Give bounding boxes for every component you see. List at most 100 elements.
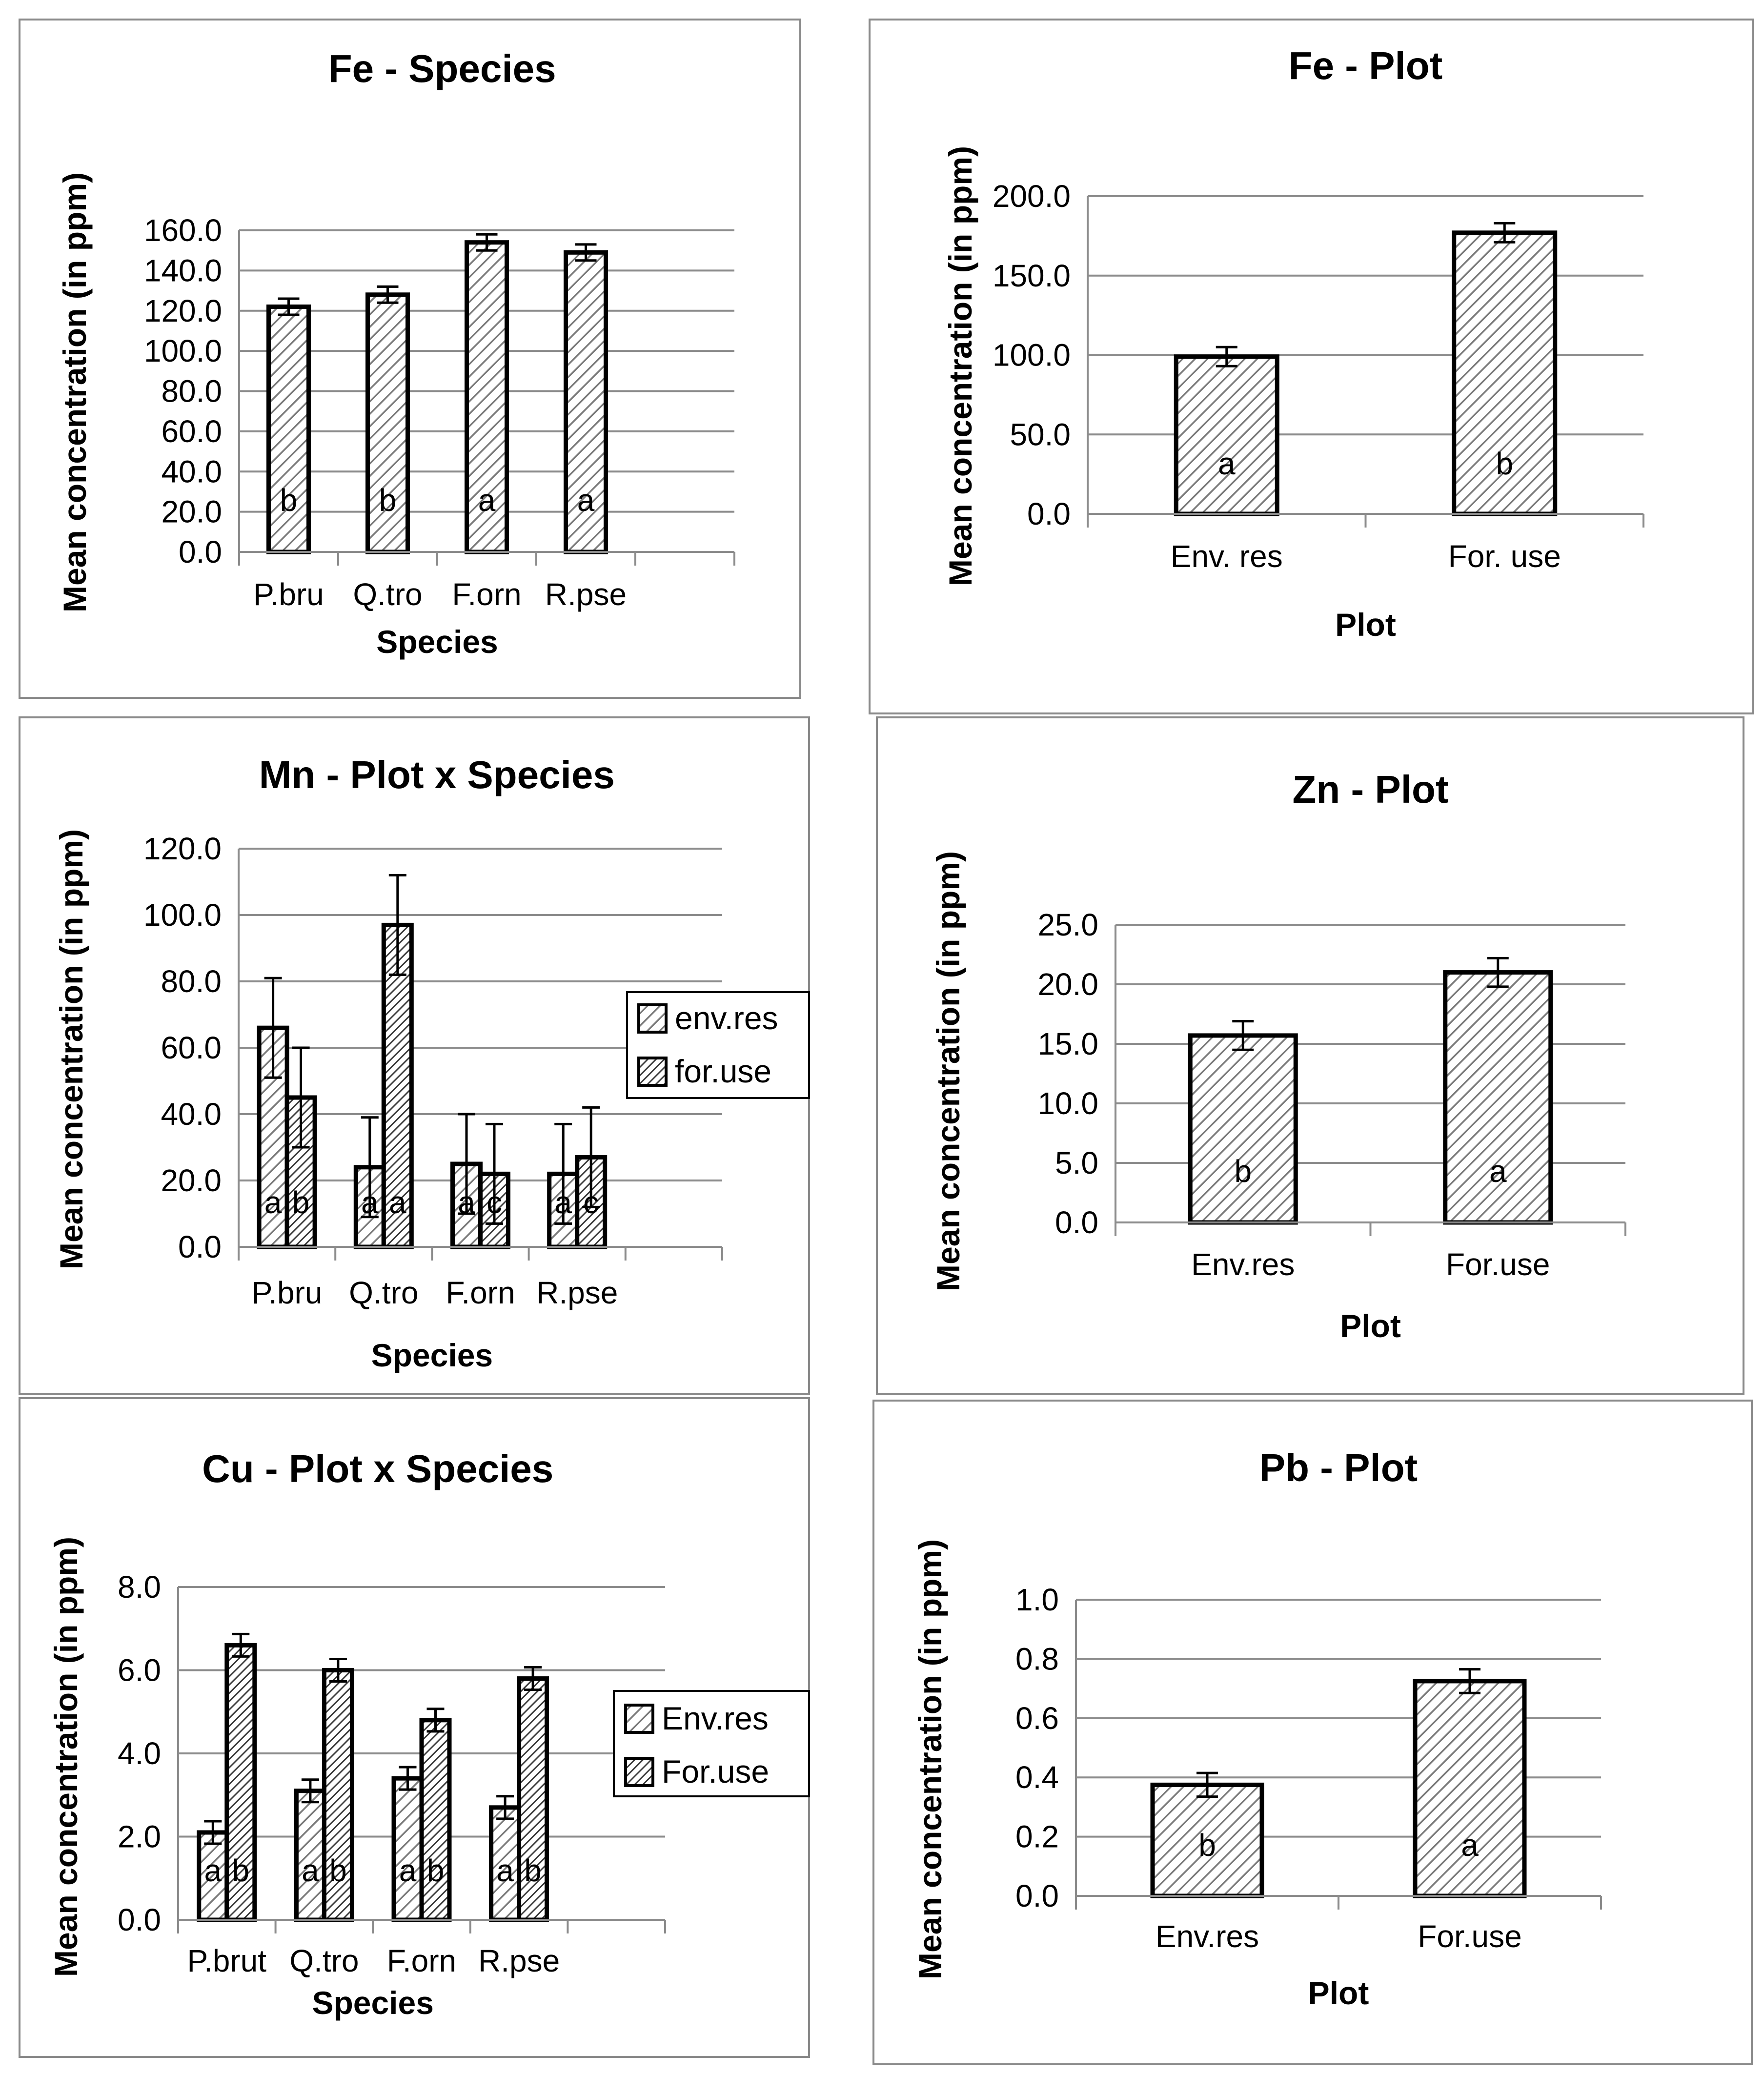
y-tick-label: 100.0: [143, 897, 222, 933]
y-axis-label: Mean concentration (in ppm): [942, 146, 978, 586]
y-tick-label: 5.0: [1055, 1145, 1098, 1180]
y-tick-label: 0.0: [179, 534, 222, 570]
significance-letter: a: [496, 1853, 514, 1888]
significance-letter: a: [204, 1853, 222, 1888]
y-tick-label: 160.0: [144, 213, 222, 248]
significance-letter: b: [280, 483, 298, 518]
x-tick-label: F.orn: [387, 1943, 456, 1978]
significance-letter: c: [583, 1185, 599, 1220]
y-tick-label: 0.0: [1015, 1878, 1059, 1913]
bar-mean-Q.tro: [365, 292, 410, 554]
chart-cu-plot-species: Cu - Plot x Species 0.0 2.0 4.0 6.0 8.0 P.brut…: [19, 1397, 810, 2058]
x-tick-label: Env.res: [1191, 1247, 1295, 1282]
y-axis-label: Mean concentration (in ppm): [48, 1537, 84, 1977]
bar-mean-Env.res: [1188, 1033, 1298, 1225]
bar-mean-Env. res: [1174, 354, 1279, 516]
y-tick-label: 60.0: [161, 414, 222, 449]
y-axis-label: Mean concentration (in ppm): [912, 1539, 948, 1979]
y-tick-label: 0.0: [118, 1902, 161, 1937]
significance-letter: b: [524, 1853, 542, 1888]
chart-panel-frame: [869, 19, 1754, 714]
significance-letter: a: [554, 1185, 572, 1220]
x-tick-label: R.pse: [536, 1275, 618, 1310]
chart-title: Zn - Plot: [1293, 768, 1449, 811]
legend-swatch: [624, 1757, 654, 1787]
chart-mn-plot-species: Mn - Plot x Species 0.0 20.0 40.0 60.0 80.0 10…: [19, 716, 810, 1395]
x-tick-label: P.bru: [253, 577, 324, 612]
bar-For.use-F.orn: [419, 1718, 452, 1922]
y-tick-label: 1.0: [1015, 1582, 1059, 1617]
y-tick-label: 0.8: [1015, 1641, 1059, 1676]
bar-mean-For.use: [1443, 970, 1553, 1225]
x-axis-label: Plot: [1335, 607, 1396, 643]
x-tick-label: P.brut: [187, 1943, 267, 1978]
bar-Env.res-F.orn: [391, 1776, 424, 1922]
y-tick-label: 20.0: [161, 1163, 222, 1198]
significance-letter: a: [1461, 1828, 1479, 1863]
significance-letter: b: [1496, 446, 1513, 481]
y-tick-label: 40.0: [161, 454, 222, 489]
y-tick-label: 140.0: [144, 253, 222, 288]
significance-letter: b: [1234, 1154, 1252, 1189]
significance-letter: a: [458, 1185, 475, 1220]
chart-panel-frame: [872, 1400, 1753, 2065]
chart-pb-plot: Pb - Plot 0.0 0.2 0.4 0.6 0.8 1.0 Env.res For.us…: [872, 1400, 1753, 2065]
y-tick-label: 8.0: [118, 1569, 161, 1605]
chart-title: Cu - Plot x Species: [202, 1447, 553, 1490]
significance-letter: a: [1218, 446, 1236, 481]
significance-letter: b: [379, 483, 397, 518]
y-tick-label: 10.0: [1037, 1086, 1098, 1121]
x-tick-label: F.orn: [452, 577, 521, 612]
x-tick-label: For. use: [1448, 539, 1561, 574]
y-tick-label: 60.0: [161, 1030, 222, 1065]
x-tick-label: R.pse: [478, 1943, 560, 1978]
legend: Env.res For.use: [613, 1690, 810, 1797]
x-tick-label: R.pse: [545, 577, 627, 612]
significance-letter: b: [427, 1853, 445, 1888]
y-tick-label: 4.0: [118, 1736, 161, 1771]
y-tick-label: 80.0: [161, 374, 222, 409]
significance-letter: b: [292, 1185, 310, 1220]
significance-letter: a: [399, 1853, 417, 1888]
significance-letter: a: [389, 1185, 406, 1220]
x-axis-label: Species: [376, 624, 498, 660]
y-tick-label: 0.0: [1027, 496, 1071, 531]
significance-letter: a: [1489, 1154, 1507, 1189]
x-tick-label: P.bru: [252, 1275, 323, 1310]
chart-panel-frame: [876, 716, 1744, 1395]
x-axis-label: Plot: [1340, 1308, 1401, 1344]
y-tick-label: 25.0: [1037, 907, 1098, 942]
y-tick-label: 20.0: [1037, 967, 1098, 1002]
y-tick-label: 50.0: [1010, 417, 1071, 452]
y-tick-label: 0.6: [1015, 1701, 1059, 1736]
legend-swatch: [637, 1003, 668, 1034]
y-tick-label: 2.0: [118, 1819, 161, 1854]
y-tick-label: 100.0: [144, 333, 222, 368]
y-tick-label: 6.0: [118, 1653, 161, 1688]
x-tick-label: Env. res: [1171, 539, 1283, 574]
significance-letter: a: [302, 1853, 319, 1888]
y-tick-label: 0.0: [1055, 1205, 1098, 1240]
significance-letter: a: [478, 483, 496, 518]
y-tick-label: 120.0: [144, 293, 222, 328]
legend-swatch: [637, 1057, 668, 1087]
x-tick-label: For.use: [1418, 1919, 1521, 1954]
x-tick-label: F.orn: [446, 1275, 515, 1310]
significance-letter: a: [264, 1185, 282, 1220]
y-tick-label: 200.0: [993, 179, 1071, 214]
y-tick-label: 0.0: [178, 1229, 222, 1264]
x-tick-label: Env.res: [1156, 1919, 1259, 1954]
legend-label: for.use: [675, 1053, 771, 1089]
significance-letter: b: [329, 1853, 347, 1888]
bar-mean-For.use: [1413, 1679, 1527, 1898]
significance-letter: a: [361, 1185, 379, 1220]
y-tick-label: 40.0: [161, 1097, 222, 1132]
chart-fe-species: Fe - Species 0.0 20.0 40.0 60.0 80.0 100.0 120.…: [19, 19, 801, 699]
y-tick-label: 0.2: [1015, 1819, 1059, 1854]
chart-root: Fe - Species 0.0 20.0 40.0 60.0 80.0 100.0 120.…: [19, 19, 1754, 2065]
y-tick-label: 0.4: [1015, 1760, 1059, 1795]
y-tick-label: 80.0: [161, 964, 222, 999]
legend-swatch: [624, 1704, 654, 1734]
y-axis-label: Mean concentration (in ppm): [53, 829, 89, 1269]
significance-letter: c: [487, 1185, 502, 1220]
